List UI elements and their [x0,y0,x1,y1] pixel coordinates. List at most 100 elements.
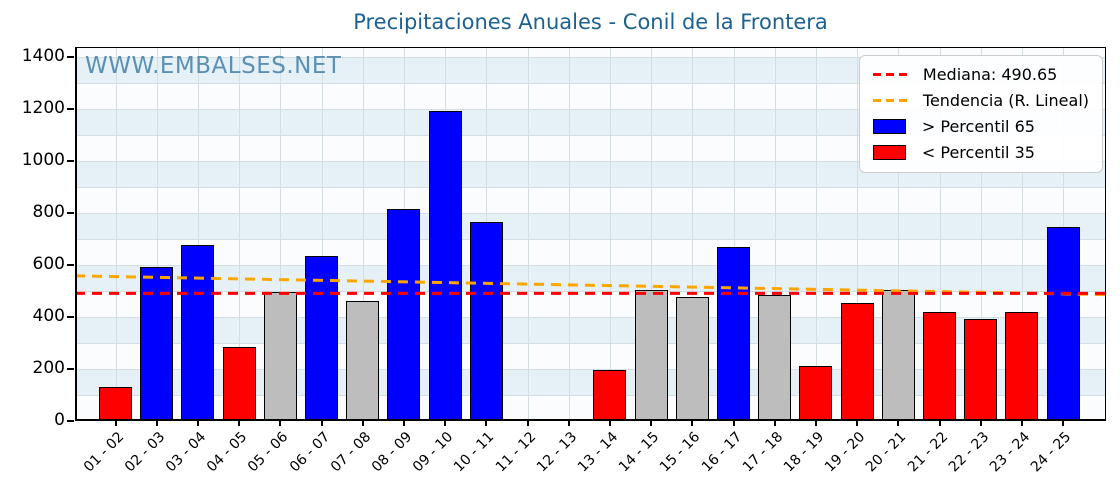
bar-13-14 [593,370,627,421]
x-tick [361,421,364,426]
vertical-gridline [280,47,282,421]
y-tick [67,211,74,214]
horizontal-gridline [75,134,1106,136]
horizontal-gridline [75,212,1106,214]
legend-item-2: > Percentil 65 [872,117,1089,136]
legend-item-1: Tendencia (R. Lineal) [872,91,1089,110]
horizontal-gridline [75,186,1106,188]
vertical-gridline [939,47,941,421]
x-tick [1020,421,1023,426]
y-tick-label: 1400 [21,45,65,66]
vertical-gridline [609,47,611,421]
x-tick [320,421,323,426]
vertical-gridline [898,47,900,421]
horizontal-gridline [75,238,1106,240]
bar-20-21 [881,290,915,421]
legend-item-3: < Percentil 35 [872,143,1089,162]
x-tick [444,421,447,426]
bar-01-02 [99,386,132,421]
bar-15-16 [675,296,709,421]
horizontal-gridline [75,394,1106,396]
y-tick-label: 0 [54,410,65,430]
vertical-gridline [774,47,776,421]
vertical-gridline [156,47,158,421]
bar-22-23 [964,319,998,421]
y-tick [67,420,74,422]
reference-lines [74,274,1107,297]
vertical-gridline [980,47,982,421]
y-tick-label: 800 [32,201,65,222]
bar-19-20 [840,302,874,421]
vertical-gridline [815,47,817,421]
vertical-gridline [568,47,570,421]
bar-16-17 [717,247,750,421]
x-tick [279,421,282,426]
legend: Mediana: 490.65 Tendencia (R. Lineal) > Pe… [858,55,1103,173]
vertical-gridline [733,47,735,421]
horizontal-gridline [75,108,1106,110]
trend-line [74,274,1107,297]
horizontal-gridline [75,368,1106,370]
background-band [75,186,1106,213]
x-tick [1062,421,1065,426]
y-tick-label: 200 [32,357,65,378]
x-tick [979,421,982,426]
x-tick [238,421,241,426]
y-tick [67,263,74,266]
x-tick [650,421,653,426]
background-band [75,212,1106,239]
x-tick [691,421,694,426]
bar-07-08 [346,301,380,421]
vertical-gridline [857,47,859,421]
y-tick-label: 1200 [21,97,65,118]
watermark: WWW.EMBALSES.NET [85,53,342,79]
bar-06-07 [305,256,338,421]
horizontal-gridline [75,264,1106,266]
y-tick [67,159,74,162]
y-tick [67,55,74,58]
y-tick [67,367,74,370]
vertical-gridline [197,47,199,421]
bar-05-06 [263,292,297,421]
y-tick-label: 1000 [21,149,65,170]
legend-label: Mediana: 490.65 [922,65,1058,84]
vertical-gridline [527,47,529,421]
vertical-gridline [239,47,241,421]
bar-09-10 [428,110,462,421]
bars-layer [75,47,1106,421]
legend-swatch-box [872,119,906,134]
x-tick [196,421,199,426]
bar-23-24 [1005,312,1039,421]
horizontal-gridline [75,82,1106,84]
legend-item-0: Mediana: 490.65 [872,65,1089,84]
vertical-gridline [651,47,653,421]
legend-swatch-dashed-line [872,99,907,102]
bar-04-05 [222,347,256,421]
bar-03-04 [181,244,215,421]
axis-decorations: 0 200 400 600 800 1000 1200 1400 01 - 02 02 - 03 0… [22,46,1106,475]
x-tick [155,421,158,426]
y-tick-label: 600 [32,253,65,274]
vertical-gridline [362,47,364,421]
bar-10-11 [469,222,503,421]
y-tick [67,315,74,318]
bar-14-15 [634,290,668,421]
legend-swatch-dashed-line [872,73,907,76]
vertical-gridline [1021,47,1023,421]
x-tick [897,421,900,426]
y-tick-label: 400 [32,305,65,326]
bar-24-25 [1046,227,1080,421]
horizontal-gridline [75,56,1106,58]
x-tick [114,421,117,426]
bar-18-19 [799,366,833,421]
x-tick [814,421,817,426]
vertical-gridline [115,47,117,421]
background-band [75,238,1106,265]
vertical-gridline [692,47,694,421]
horizontal-gridline [75,160,1106,162]
bar-08-09 [387,208,421,421]
plot-area: WWW.EMBALSES.NET Mediana: 490.65 Tendenci… [22,46,1107,475]
legend-label: < Percentil 35 [921,143,1035,162]
vertical-gridline [321,47,323,421]
bar-17-18 [758,295,792,421]
